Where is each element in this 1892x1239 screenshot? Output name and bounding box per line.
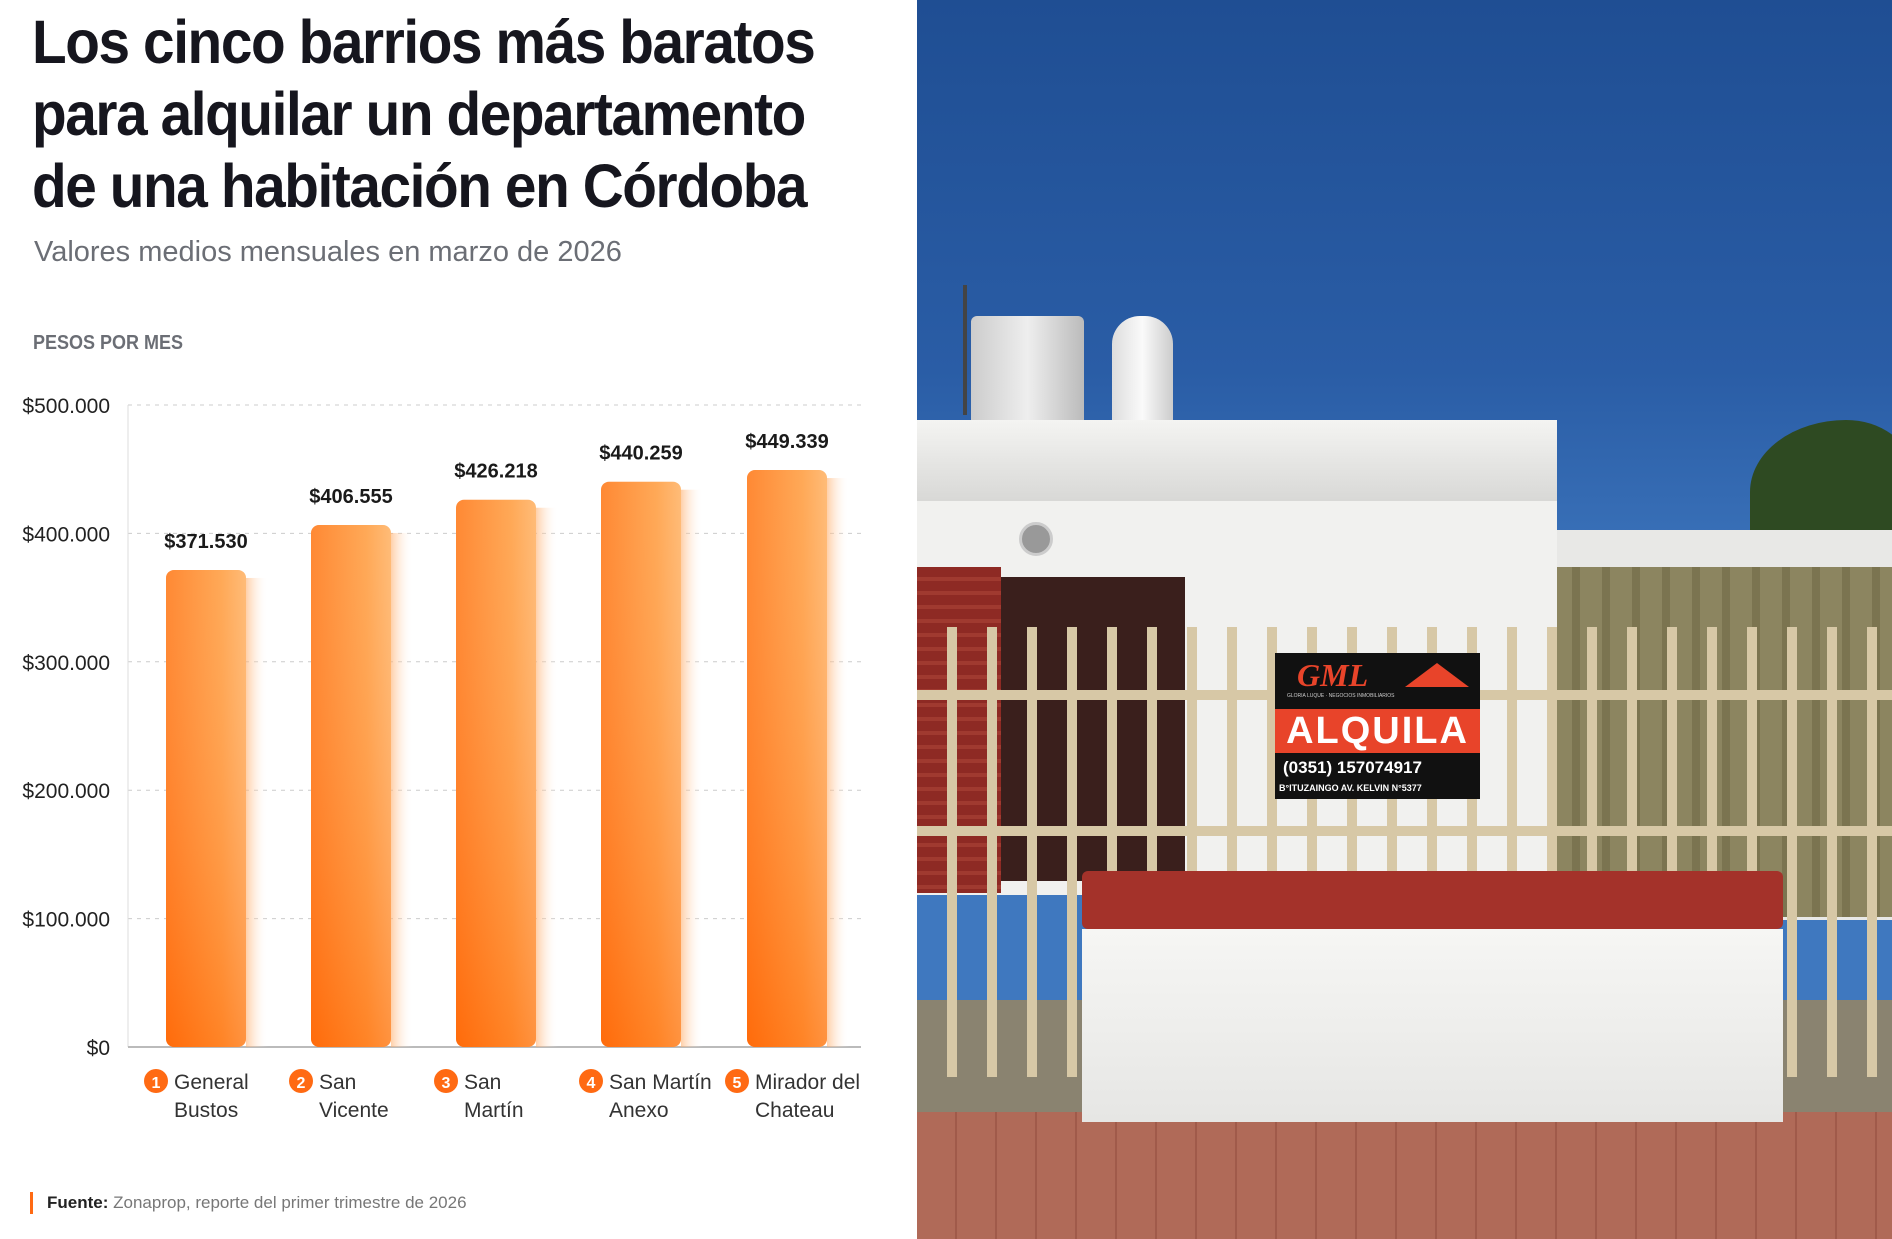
rank-badge (289, 1069, 313, 1093)
bar-overlay (747, 470, 827, 1048)
category-label: Martín (464, 1099, 524, 1122)
category-label: Chateau (755, 1099, 834, 1122)
source-label: Fuente: (47, 1193, 109, 1212)
rent-sign: GML GLORIA LUQUE · NEGOCIOS INMOBILIARIO… (1275, 653, 1480, 799)
subtitle: Valores medios mensuales en marzo de 202… (34, 236, 622, 268)
data-label: $449.339 (745, 431, 828, 453)
category-label: Anexo (609, 1099, 669, 1122)
rank-number: 3 (442, 1075, 451, 1092)
sidewalk (917, 1110, 1892, 1239)
sign-address: B°ITUZAINGO AV. KELVIN N°5377 (1279, 783, 1422, 793)
y-axis-label: PESOS POR MES (33, 332, 184, 354)
category-label: San (319, 1071, 356, 1094)
y-tick-label: $200.000 (22, 780, 110, 803)
bar-overlay (601, 481, 681, 1047)
bar-overlay (311, 524, 391, 1047)
bar-shadow (391, 532, 413, 1047)
bar-shadow (536, 507, 558, 1047)
antenna (963, 285, 967, 415)
front-wall (1082, 929, 1783, 1122)
category-label: San (464, 1071, 501, 1094)
data-label: $440.259 (599, 443, 682, 465)
bar-shadow (246, 577, 268, 1047)
tree (1750, 420, 1892, 540)
category-label: General (174, 1071, 249, 1094)
y-tick-label: $500.000 (22, 395, 110, 418)
rank-badge (434, 1069, 458, 1093)
bar-shadow (827, 478, 849, 1048)
data-label: $406.555 (309, 486, 392, 508)
fence-rail (917, 826, 1892, 836)
source-note: Fuente: Zonaprop, reporte del primer tri… (30, 1192, 467, 1214)
rank-badge (725, 1069, 749, 1093)
water-tank (971, 316, 1084, 422)
data-label: $426.218 (454, 461, 537, 483)
wall-cap (1082, 871, 1783, 929)
lamp (1019, 522, 1053, 556)
page-title: Los cinco barrios más baratos para alqui… (32, 8, 816, 220)
bar-shadow (681, 489, 703, 1047)
y-tick-label: $300.000 (22, 652, 110, 675)
sign-sub: GLORIA LUQUE · NEGOCIOS INMOBILIARIOS (1287, 693, 1395, 699)
sign-main: ALQUILA (1275, 709, 1480, 753)
bar-overlay (166, 569, 246, 1047)
infographic-panel: Los cinco barrios más baratos para alqui… (0, 0, 917, 1239)
rank-badge (579, 1069, 603, 1093)
data-label: $371.530 (164, 531, 247, 553)
street-photo: GML GLORIA LUQUE · NEGOCIOS INMOBILIARIO… (917, 0, 1892, 1239)
rank-number: 4 (587, 1075, 596, 1092)
rank-number: 5 (733, 1075, 742, 1092)
sign-phone: (0351) 157074917 (1283, 758, 1422, 777)
bar-overlay (456, 499, 536, 1047)
category-label: San Martín (609, 1071, 712, 1094)
sign-brand: GML (1297, 657, 1369, 693)
y-tick-label: $400.000 (22, 523, 110, 546)
category-label: Bustos (174, 1099, 238, 1122)
sign-house-icon (1405, 663, 1469, 687)
category-label: Vicente (319, 1099, 389, 1122)
y-tick-label: $0 (87, 1037, 110, 1060)
category-label: Mirador del (755, 1071, 860, 1094)
y-tick-label: $100.000 (22, 909, 110, 932)
source-text: Zonaprop, reporte del primer trimestre d… (113, 1193, 467, 1212)
rank-number: 2 (297, 1075, 306, 1092)
roof-slab (917, 420, 1557, 501)
bar-chart: $0 $100.000 $200.000 $300.000 $400.000 $500.0… (22, 395, 861, 1122)
rank-number: 1 (152, 1075, 161, 1092)
water-tank (1112, 316, 1173, 422)
rank-badge (144, 1069, 168, 1093)
